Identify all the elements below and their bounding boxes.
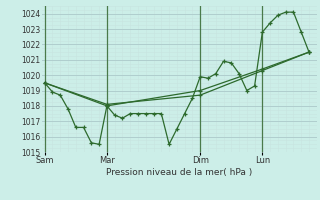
X-axis label: Pression niveau de la mer( hPa ): Pression niveau de la mer( hPa ) [106,168,252,177]
